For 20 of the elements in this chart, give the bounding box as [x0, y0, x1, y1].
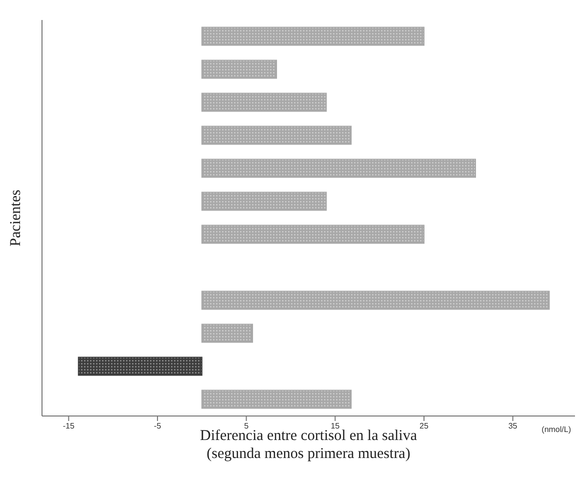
bar [201, 158, 476, 178]
x-tick-label: 15 [330, 422, 340, 431]
bar [201, 26, 424, 46]
bar [201, 224, 424, 244]
x-tick-label: 25 [420, 422, 429, 431]
bar [201, 126, 352, 145]
text: (nmol/L) [542, 425, 572, 434]
bar [201, 192, 327, 211]
bar [201, 60, 278, 79]
bar [201, 390, 352, 409]
x-tick-label: -15 [62, 422, 75, 431]
x-tick-label: 5 [244, 422, 250, 431]
bar [201, 290, 550, 310]
bar [78, 356, 202, 376]
y-axis-title: Pacientes [8, 190, 24, 246]
bar [201, 92, 327, 112]
x-tick-label: -5 [154, 422, 162, 431]
bar [201, 324, 254, 343]
x-tick-label: 35 [508, 422, 518, 431]
x-axis-title: Diferencia entre cortisol en la saliva (segunda menos primera muestra) [200, 428, 418, 462]
